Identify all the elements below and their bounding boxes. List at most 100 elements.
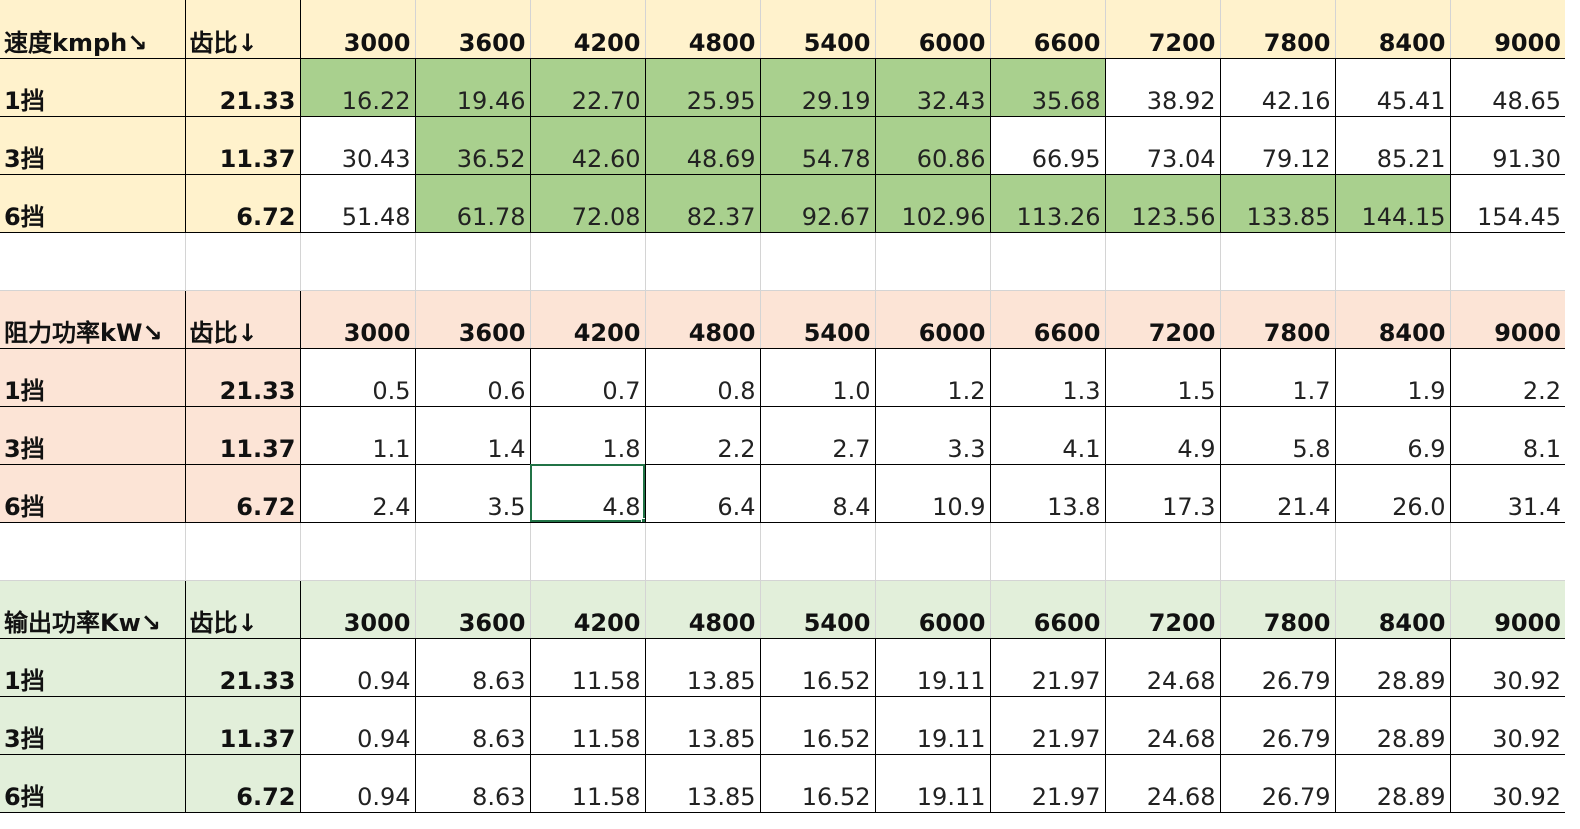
- value-cell[interactable]: 24.68: [1105, 638, 1221, 697]
- value-cell[interactable]: 61.78: [415, 174, 531, 233]
- value-cell[interactable]: 66.95: [990, 116, 1106, 175]
- gear-ratio-cell[interactable]: 21.33: [185, 58, 301, 117]
- empty-cell[interactable]: [1105, 522, 1221, 581]
- value-cell[interactable]: 1.9: [1335, 348, 1451, 407]
- empty-cell[interactable]: [875, 232, 991, 291]
- value-cell[interactable]: 30.92: [1450, 696, 1565, 755]
- value-cell[interactable]: 26.79: [1220, 638, 1336, 697]
- value-cell[interactable]: 42.16: [1220, 58, 1336, 117]
- empty-cell[interactable]: [185, 232, 301, 291]
- gear-ratio-cell[interactable]: 6.72: [185, 174, 301, 233]
- empty-cell[interactable]: [875, 522, 991, 581]
- value-cell[interactable]: 1.5: [1105, 348, 1221, 407]
- value-cell[interactable]: 48.65: [1450, 58, 1565, 117]
- gear-label-cell[interactable]: 3挡: [0, 696, 186, 755]
- rpm-header-cell[interactable]: 4200: [530, 0, 646, 59]
- value-cell[interactable]: 133.85: [1220, 174, 1336, 233]
- rpm-header-cell[interactable]: 7800: [1220, 580, 1336, 639]
- empty-cell[interactable]: [760, 522, 876, 581]
- output-ratio-header-cell[interactable]: 齿比↓: [185, 580, 301, 639]
- value-cell[interactable]: 0.7: [530, 348, 646, 407]
- value-cell[interactable]: 26.79: [1220, 696, 1336, 755]
- value-cell[interactable]: 1.8: [530, 406, 646, 465]
- value-cell[interactable]: 0.94: [300, 638, 416, 697]
- gear-ratio-cell[interactable]: 11.37: [185, 406, 301, 465]
- rpm-header-cell[interactable]: 9000: [1450, 0, 1565, 59]
- value-cell[interactable]: 51.48: [300, 174, 416, 233]
- empty-cell[interactable]: [300, 232, 416, 291]
- rpm-header-cell[interactable]: 8400: [1335, 290, 1451, 349]
- rpm-header-cell[interactable]: 3000: [300, 290, 416, 349]
- value-cell[interactable]: 32.43: [875, 58, 991, 117]
- value-cell[interactable]: 26.79: [1220, 754, 1336, 813]
- value-cell[interactable]: 92.67: [760, 174, 876, 233]
- rpm-header-cell[interactable]: 5400: [760, 290, 876, 349]
- value-cell[interactable]: 4.1: [990, 406, 1106, 465]
- value-cell[interactable]: 19.11: [875, 638, 991, 697]
- value-cell[interactable]: 16.52: [760, 754, 876, 813]
- selected-cell[interactable]: 4.8: [530, 464, 646, 523]
- value-cell[interactable]: 21.97: [990, 754, 1106, 813]
- rpm-header-cell[interactable]: 9000: [1450, 290, 1565, 349]
- gear-ratio-cell[interactable]: 11.37: [185, 116, 301, 175]
- empty-cell[interactable]: [1220, 522, 1336, 581]
- value-cell[interactable]: 11.58: [530, 754, 646, 813]
- value-cell[interactable]: 1.4: [415, 406, 531, 465]
- value-cell[interactable]: 1.2: [875, 348, 991, 407]
- empty-cell[interactable]: [1105, 232, 1221, 291]
- value-cell[interactable]: 8.63: [415, 638, 531, 697]
- value-cell[interactable]: 10.9: [875, 464, 991, 523]
- gear-label-cell[interactable]: 6挡: [0, 174, 186, 233]
- value-cell[interactable]: 8.63: [415, 754, 531, 813]
- value-cell[interactable]: 31.4: [1450, 464, 1565, 523]
- value-cell[interactable]: 38.92: [1105, 58, 1221, 117]
- value-cell[interactable]: 26.0: [1335, 464, 1451, 523]
- value-cell[interactable]: 13.85: [645, 696, 761, 755]
- value-cell[interactable]: 21.97: [990, 696, 1106, 755]
- gear-label-cell[interactable]: 3挡: [0, 406, 186, 465]
- value-cell[interactable]: 0.94: [300, 696, 416, 755]
- value-cell[interactable]: 16.22: [300, 58, 416, 117]
- empty-cell[interactable]: [1335, 522, 1451, 581]
- value-cell[interactable]: 2.2: [645, 406, 761, 465]
- rpm-header-cell[interactable]: 8400: [1335, 580, 1451, 639]
- rpm-header-cell[interactable]: 6600: [990, 0, 1106, 59]
- rpm-header-cell[interactable]: 3600: [415, 290, 531, 349]
- rpm-header-cell[interactable]: 5400: [760, 580, 876, 639]
- value-cell[interactable]: 28.89: [1335, 638, 1451, 697]
- gear-ratio-cell[interactable]: 11.37: [185, 696, 301, 755]
- value-cell[interactable]: 144.15: [1335, 174, 1451, 233]
- value-cell[interactable]: 91.30: [1450, 116, 1565, 175]
- value-cell[interactable]: 79.12: [1220, 116, 1336, 175]
- value-cell[interactable]: 29.19: [760, 58, 876, 117]
- gear-label-cell[interactable]: 6挡: [0, 464, 186, 523]
- rpm-header-cell[interactable]: 8400: [1335, 0, 1451, 59]
- value-cell[interactable]: 8.1: [1450, 406, 1565, 465]
- rpm-header-cell[interactable]: 4800: [645, 0, 761, 59]
- rpm-header-cell[interactable]: 4800: [645, 580, 761, 639]
- value-cell[interactable]: 25.95: [645, 58, 761, 117]
- value-cell[interactable]: 0.94: [300, 754, 416, 813]
- rpm-header-cell[interactable]: 6000: [875, 0, 991, 59]
- value-cell[interactable]: 1.3: [990, 348, 1106, 407]
- rpm-header-cell[interactable]: 7800: [1220, 0, 1336, 59]
- gear-ratio-cell[interactable]: 21.33: [185, 638, 301, 697]
- value-cell[interactable]: 113.26: [990, 174, 1106, 233]
- value-cell[interactable]: 4.9: [1105, 406, 1221, 465]
- gear-label-cell[interactable]: 1挡: [0, 58, 186, 117]
- value-cell[interactable]: 35.68: [990, 58, 1106, 117]
- gear-label-cell[interactable]: 3挡: [0, 116, 186, 175]
- gear-ratio-cell[interactable]: 21.33: [185, 348, 301, 407]
- value-cell[interactable]: 123.56: [1105, 174, 1221, 233]
- empty-cell[interactable]: [0, 522, 186, 581]
- value-cell[interactable]: 36.52: [415, 116, 531, 175]
- value-cell[interactable]: 54.78: [760, 116, 876, 175]
- value-cell[interactable]: 0.5: [300, 348, 416, 407]
- resist-ratio-header-cell[interactable]: 齿比↓: [185, 290, 301, 349]
- rpm-header-cell[interactable]: 7200: [1105, 580, 1221, 639]
- value-cell[interactable]: 16.52: [760, 638, 876, 697]
- value-cell[interactable]: 11.58: [530, 696, 646, 755]
- value-cell[interactable]: 24.68: [1105, 754, 1221, 813]
- value-cell[interactable]: 30.92: [1450, 754, 1565, 813]
